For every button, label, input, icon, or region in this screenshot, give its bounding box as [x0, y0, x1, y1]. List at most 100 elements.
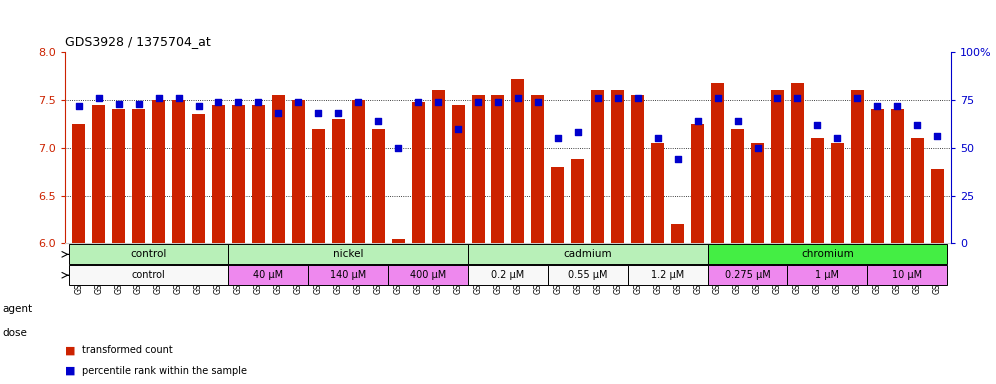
Point [390, 145, 406, 151]
Point [170, 95, 186, 101]
Bar [691, 124, 704, 243]
Bar [228, 265, 309, 285]
Bar [69, 265, 228, 285]
Bar [612, 90, 624, 243]
Point [929, 133, 945, 139]
Text: 0.275 μM: 0.275 μM [725, 270, 771, 280]
Bar [292, 100, 305, 243]
Bar [332, 119, 345, 243]
Bar [388, 265, 468, 285]
Bar [731, 129, 744, 243]
Point [730, 118, 746, 124]
Bar [572, 159, 585, 243]
Text: 0.55 μM: 0.55 μM [568, 270, 608, 280]
Bar [132, 109, 145, 243]
Point [649, 135, 665, 141]
Bar [228, 244, 468, 264]
Bar [471, 95, 484, 243]
Bar [309, 265, 388, 285]
Point [750, 145, 766, 151]
Bar [312, 129, 325, 243]
Point [629, 95, 645, 101]
Bar [811, 138, 824, 243]
Bar [831, 143, 844, 243]
Point [510, 95, 526, 101]
Bar [172, 100, 185, 243]
Bar [468, 244, 707, 264]
Point [830, 135, 846, 141]
Text: ■: ■ [65, 345, 76, 355]
Bar [552, 167, 565, 243]
Bar [352, 100, 365, 243]
Bar [788, 265, 868, 285]
Bar [192, 114, 205, 243]
Bar [791, 83, 804, 243]
Bar [707, 265, 788, 285]
Bar [93, 104, 106, 243]
Bar [232, 104, 245, 243]
Text: control: control [131, 270, 165, 280]
Bar [69, 244, 228, 264]
Bar [910, 138, 923, 243]
Point [450, 126, 466, 132]
Bar [272, 95, 285, 243]
Point [371, 118, 386, 124]
Point [590, 95, 606, 101]
Point [570, 129, 586, 136]
Point [550, 135, 566, 141]
Text: 1.2 μM: 1.2 μM [651, 270, 684, 280]
Bar [491, 95, 504, 243]
Point [810, 122, 826, 128]
Bar [451, 104, 464, 243]
Text: ■: ■ [65, 366, 76, 376]
Bar [711, 83, 724, 243]
Bar [411, 102, 424, 243]
Text: percentile rank within the sample: percentile rank within the sample [82, 366, 247, 376]
Bar [152, 100, 165, 243]
Point [709, 95, 725, 101]
Bar [631, 95, 644, 243]
Text: 140 μM: 140 μM [330, 270, 367, 280]
Text: GDS3928 / 1375704_at: GDS3928 / 1375704_at [65, 35, 210, 48]
Text: 400 μM: 400 μM [410, 270, 446, 280]
Point [770, 95, 786, 101]
Point [210, 99, 226, 105]
Text: chromium: chromium [801, 249, 854, 259]
Bar [592, 90, 605, 243]
Point [870, 103, 885, 109]
Bar [431, 90, 444, 243]
Point [610, 95, 625, 101]
Text: cadmium: cadmium [564, 249, 613, 259]
Point [91, 95, 107, 101]
Point [790, 95, 806, 101]
Point [190, 103, 206, 109]
Point [331, 110, 347, 116]
Point [470, 99, 486, 105]
Point [291, 99, 307, 105]
Bar [252, 104, 265, 243]
Text: 40 μM: 40 μM [253, 270, 284, 280]
Bar [73, 124, 86, 243]
Bar [532, 95, 545, 243]
Point [130, 101, 146, 107]
Text: nickel: nickel [333, 249, 364, 259]
Point [111, 101, 126, 107]
Point [71, 103, 87, 109]
Point [889, 103, 905, 109]
Bar [391, 239, 404, 243]
Point [250, 99, 266, 105]
Point [689, 118, 705, 124]
Point [850, 95, 866, 101]
Bar [212, 104, 225, 243]
Point [490, 99, 506, 105]
Bar [851, 90, 864, 243]
Bar [512, 79, 525, 243]
Bar [930, 169, 943, 243]
Point [909, 122, 925, 128]
Bar [468, 265, 548, 285]
Point [351, 99, 367, 105]
Bar [548, 265, 627, 285]
Point [430, 99, 446, 105]
Bar [671, 224, 684, 243]
Point [150, 95, 166, 101]
